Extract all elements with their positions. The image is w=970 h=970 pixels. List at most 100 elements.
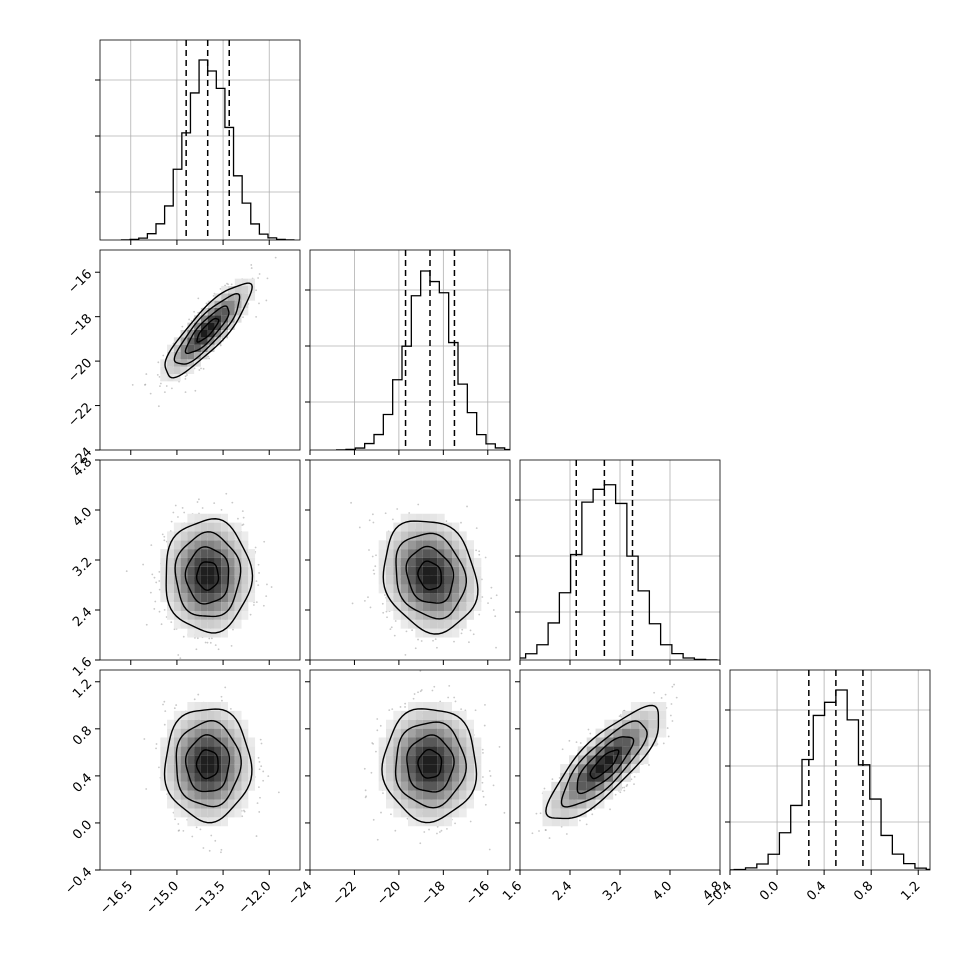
scatter-point <box>159 385 161 388</box>
density-cell <box>173 781 181 791</box>
scatter-point <box>204 641 207 644</box>
density-cell <box>422 764 430 773</box>
scatter-point <box>358 526 361 529</box>
density-cell <box>187 728 195 738</box>
density-cell <box>180 737 188 747</box>
density-cell <box>444 817 452 827</box>
density-cell <box>466 584 474 594</box>
density-cell <box>422 799 430 809</box>
density-cell <box>221 719 228 729</box>
contour-line <box>184 734 231 793</box>
density-cell <box>378 549 386 558</box>
density-cell <box>408 522 416 532</box>
density-cell <box>234 764 242 773</box>
density-cell <box>437 557 445 567</box>
density-cell <box>200 522 208 532</box>
density-cell <box>207 308 215 316</box>
density-cell <box>180 610 188 620</box>
scatter-point <box>160 623 163 626</box>
scatter-point <box>257 756 260 759</box>
density-cell <box>234 808 242 818</box>
scatter-point <box>194 389 197 392</box>
scatter-point <box>151 573 154 576</box>
density-cell <box>248 593 256 603</box>
density-cell <box>459 575 467 585</box>
density-cell <box>180 366 188 374</box>
density-cell <box>221 619 228 629</box>
scatter-point <box>484 556 487 559</box>
x-tick-label: −20 <box>374 879 404 909</box>
density-cell <box>241 781 249 791</box>
density-cell <box>437 584 445 594</box>
density-cell <box>207 728 215 738</box>
scatter-point <box>200 367 202 370</box>
density-cell <box>241 531 249 541</box>
scatter-point <box>386 616 388 619</box>
density-cell <box>234 308 242 316</box>
scatter-point <box>197 663 199 665</box>
density-cell <box>444 737 452 747</box>
density-cell <box>459 557 467 567</box>
density-cell <box>415 610 423 620</box>
density-cell <box>194 352 201 360</box>
scatter-point <box>213 502 216 505</box>
density-cell <box>221 817 228 827</box>
density-cell <box>214 799 222 809</box>
scatter-point <box>150 544 153 547</box>
density-cell <box>214 728 222 738</box>
density-cell <box>228 755 235 765</box>
density-cell <box>173 737 181 747</box>
density-cell <box>187 593 195 603</box>
density-cell <box>173 728 181 738</box>
scatter-point <box>391 708 394 711</box>
density-cell <box>430 728 438 738</box>
scatter-point <box>174 504 177 507</box>
density-cell <box>400 755 408 765</box>
scatter-point <box>472 633 475 636</box>
density-cell <box>459 710 467 720</box>
density-cell <box>430 628 438 638</box>
scatter-point <box>498 746 501 748</box>
density-cell <box>187 755 195 765</box>
density-cell <box>180 359 188 367</box>
density-cell <box>194 315 201 323</box>
scatter-point <box>149 392 152 395</box>
density-cell <box>241 602 249 611</box>
density-cell <box>200 808 208 818</box>
density-cell <box>422 531 430 541</box>
scatter-point <box>232 628 234 631</box>
density-cell <box>400 566 408 576</box>
density-cell <box>214 746 222 756</box>
density-cell <box>173 808 181 818</box>
density-cell <box>430 781 438 791</box>
density-cell <box>180 531 188 541</box>
density-cell <box>248 746 256 756</box>
density-cell <box>422 540 430 550</box>
density-cell <box>234 522 242 532</box>
scatter-point <box>270 586 273 588</box>
density-cell <box>400 746 408 756</box>
density-cell <box>393 584 401 594</box>
density-cell <box>194 728 201 738</box>
density-cell <box>160 575 168 585</box>
scatter-point <box>260 742 263 745</box>
contour-line <box>417 560 442 591</box>
density-cell <box>234 710 242 720</box>
density-cell <box>241 575 249 585</box>
density-cell <box>241 540 249 550</box>
density-cell <box>437 799 445 809</box>
density-cell <box>173 602 181 611</box>
density-cell <box>180 728 188 738</box>
scatter-point <box>230 644 233 647</box>
density-cell <box>200 702 208 711</box>
density-cell <box>194 593 201 603</box>
scatter-point <box>399 706 402 708</box>
density-cell <box>214 702 222 711</box>
scatter-point <box>170 387 173 390</box>
scatter-point <box>436 646 438 649</box>
density-cell <box>444 728 452 738</box>
density-cell <box>187 531 195 541</box>
density-cell <box>393 764 401 773</box>
density-cell <box>221 702 228 711</box>
x-tick-label: −24 <box>285 879 315 909</box>
